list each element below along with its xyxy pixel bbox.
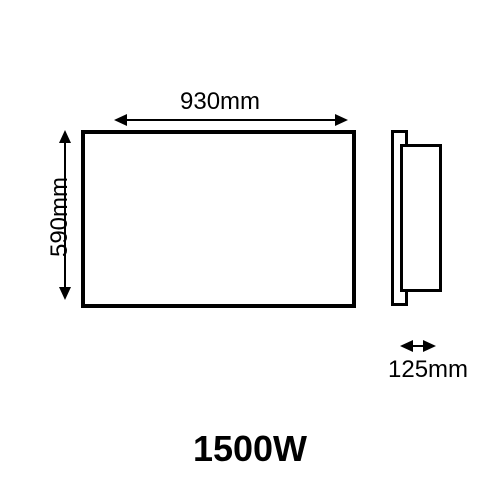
width-dimension-label: 930mm bbox=[180, 88, 260, 116]
height-dimension-label: 590mm bbox=[46, 177, 74, 257]
wattage-label: 1500W bbox=[0, 428, 500, 470]
side-profile-front bbox=[400, 144, 442, 292]
depth-dimension-label: 125mm bbox=[388, 356, 468, 384]
front-panel-rect bbox=[81, 130, 356, 308]
dimension-diagram: { "type": "dimension-diagram", "wattage_… bbox=[0, 0, 500, 500]
